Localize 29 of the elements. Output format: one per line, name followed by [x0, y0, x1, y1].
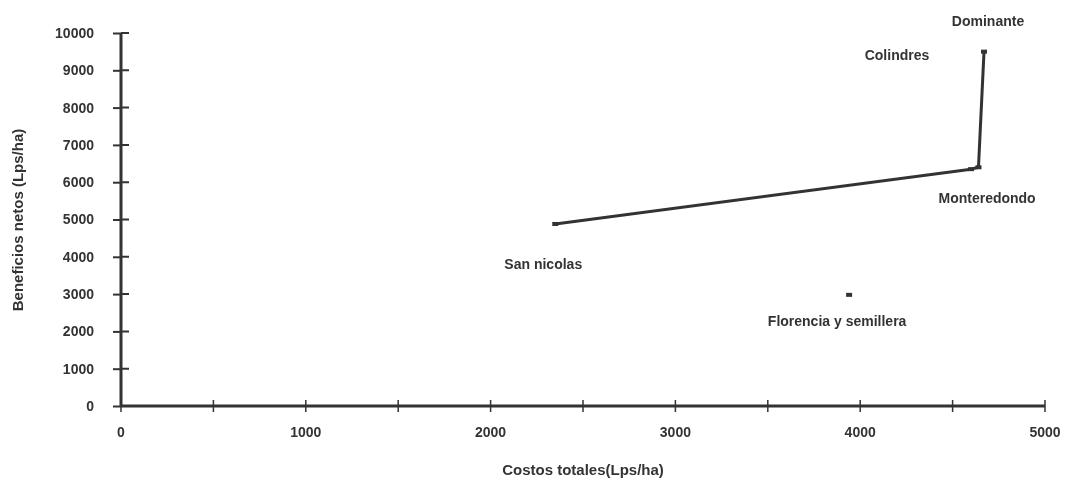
point [968, 167, 975, 172]
point [981, 49, 988, 54]
x-tick-label: 2000 [475, 424, 507, 440]
annotation: Florencia y semillera [767, 312, 907, 329]
y-tick-label: 2000 [62, 323, 95, 340]
annotation: Dominante [951, 12, 1025, 29]
x-tick-label: 3000 [659, 424, 692, 440]
x-tick-label: 1000 [290, 424, 322, 440]
y-tick-label: 7000 [62, 136, 95, 153]
y-tick-label: 9000 [62, 62, 95, 79]
point [975, 165, 982, 170]
annotation: Monteredondo [938, 190, 1036, 207]
y-tick-label: 0 [86, 397, 95, 414]
y-tick-label: 6000 [62, 174, 95, 191]
y-tick-label: 5000 [62, 211, 95, 228]
annotation: San nicolas [504, 255, 583, 272]
y-tick-label: 1000 [62, 360, 95, 377]
y-tick-label: 4000 [62, 248, 95, 265]
y-tick-label: 3000 [62, 286, 95, 303]
x-axis-title: Costos totales(Lps/ha) [502, 461, 664, 478]
y-axis-title: Beneficios netos (Lps/ha) [9, 128, 26, 312]
point [552, 221, 559, 226]
point [846, 292, 853, 297]
annotation: Colindres [864, 47, 930, 63]
x-tick-label: 5000 [1029, 424, 1061, 440]
x-tick-label: 0 [117, 424, 126, 440]
y-tick-label: 8000 [62, 99, 95, 116]
x-tick-label: 4000 [844, 424, 876, 440]
y-tick-label: 10000 [55, 24, 95, 41]
